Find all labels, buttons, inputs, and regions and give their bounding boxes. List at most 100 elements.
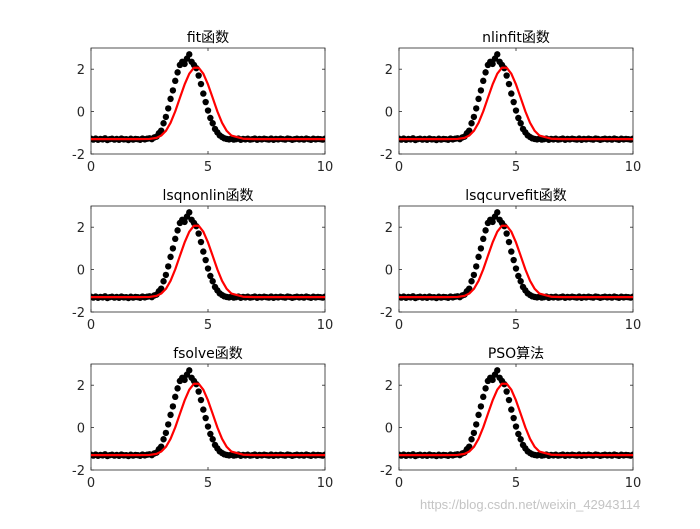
y-tick-label: 2 <box>385 63 393 78</box>
data-point <box>207 430 214 438</box>
data-point <box>468 278 475 285</box>
data-point <box>510 256 517 264</box>
data-point <box>202 256 209 264</box>
y-tick-label: -2 <box>72 148 85 163</box>
data-point <box>181 218 188 226</box>
subplot-title: lsqnonlin函数 <box>162 188 253 204</box>
data-point <box>482 69 489 76</box>
y-tick-label: 2 <box>385 221 393 236</box>
data-point <box>195 230 202 237</box>
data-point <box>508 90 515 97</box>
data-point <box>515 430 522 438</box>
data-point <box>162 113 170 121</box>
x-tick-label: 0 <box>395 476 403 491</box>
data-point <box>494 51 501 58</box>
data-point <box>480 235 487 243</box>
data-point <box>167 95 174 103</box>
data-point <box>197 238 205 246</box>
y-tick-label: 2 <box>385 379 393 394</box>
data-point <box>473 263 480 270</box>
data-point <box>489 218 496 226</box>
data-point <box>172 235 179 243</box>
data-point <box>207 272 214 280</box>
data-point <box>503 388 510 395</box>
x-tick-label: 0 <box>87 160 95 175</box>
data-point <box>468 436 475 443</box>
data-point <box>466 127 473 134</box>
data-point <box>165 105 172 112</box>
data-point <box>515 114 522 122</box>
data-point <box>200 248 207 255</box>
data-point <box>165 421 172 428</box>
plot-area <box>399 367 633 460</box>
data-point <box>468 120 475 127</box>
data-point <box>181 376 188 384</box>
data-point <box>512 107 520 114</box>
subplot-title: nlinfit函数 <box>482 30 550 46</box>
y-tick-label: 0 <box>385 264 393 279</box>
y-tick-label: 2 <box>77 63 85 78</box>
plot-area <box>91 51 325 144</box>
x-tick-label: 0 <box>87 318 95 333</box>
data-point <box>186 209 193 216</box>
data-point <box>510 414 517 422</box>
data-point <box>209 120 216 127</box>
data-point <box>466 285 473 292</box>
data-point <box>508 406 515 413</box>
plot-area <box>399 51 633 144</box>
data-point <box>169 245 177 252</box>
data-point <box>200 406 207 413</box>
x-tick-label: 5 <box>204 318 212 333</box>
data-point <box>470 271 478 279</box>
y-tick-label: -2 <box>72 464 85 479</box>
data-point <box>494 367 501 374</box>
data-point <box>195 388 202 395</box>
x-tick-label: 5 <box>512 160 520 175</box>
data-point <box>470 113 478 121</box>
data-point <box>489 376 496 384</box>
data-point <box>505 80 513 88</box>
data-point <box>505 396 513 404</box>
data-point <box>158 285 165 292</box>
data-point <box>172 77 179 85</box>
data-point <box>197 396 205 404</box>
data-point <box>473 105 480 112</box>
fit-curve <box>91 382 325 457</box>
data-point <box>162 271 170 279</box>
data-point <box>186 367 193 374</box>
data-point <box>482 385 489 392</box>
fit-curve <box>399 224 633 299</box>
data-point <box>181 60 188 68</box>
x-tick-label: 0 <box>395 318 403 333</box>
data-point <box>503 72 510 79</box>
x-tick-label: 10 <box>317 476 334 491</box>
y-tick-label: 2 <box>77 221 85 236</box>
data-point <box>174 227 181 234</box>
x-tick-label: 5 <box>512 318 520 333</box>
data-point <box>209 436 216 443</box>
plot-area <box>399 209 633 302</box>
fit-curve <box>91 66 325 141</box>
plot-area <box>91 367 325 460</box>
data-point <box>512 423 520 430</box>
data-point <box>174 69 181 76</box>
data-point <box>167 411 174 419</box>
y-tick-label: -2 <box>380 306 393 321</box>
data-point <box>482 227 489 234</box>
data-point <box>477 403 485 410</box>
data-point <box>204 107 212 114</box>
data-point <box>515 272 522 280</box>
data-point <box>475 253 482 261</box>
data-point <box>517 436 524 443</box>
data-point <box>169 403 177 410</box>
x-tick-label: 10 <box>625 318 642 333</box>
x-tick-label: 5 <box>512 476 520 491</box>
data-point <box>160 120 167 127</box>
data-point <box>204 265 212 272</box>
data-point <box>158 443 165 450</box>
data-point <box>202 98 209 106</box>
